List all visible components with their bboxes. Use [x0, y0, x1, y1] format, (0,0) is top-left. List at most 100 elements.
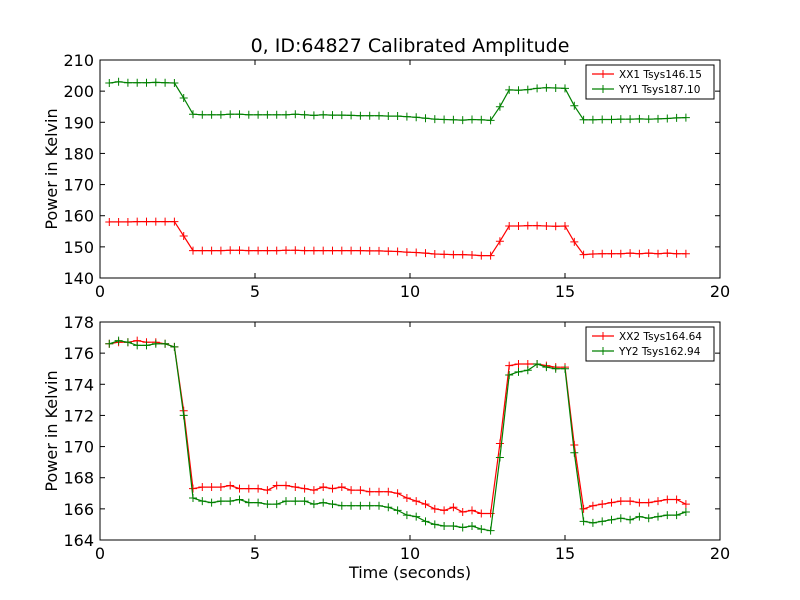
data-point	[505, 221, 514, 230]
data-point	[654, 497, 662, 506]
data-point	[468, 115, 476, 124]
data-point	[179, 411, 188, 420]
data-point	[421, 114, 430, 123]
data-point	[412, 248, 421, 257]
y-tick-label: 200	[63, 82, 94, 101]
data-point	[458, 523, 467, 532]
data-point	[421, 500, 430, 509]
data-point	[514, 221, 523, 230]
data-point	[468, 521, 476, 530]
data-point	[216, 497, 225, 506]
y-tick-label: 170	[63, 176, 94, 195]
data-point	[123, 78, 132, 87]
data-point	[133, 78, 142, 87]
data-point	[365, 487, 374, 496]
data-point	[161, 78, 170, 87]
data-point	[598, 115, 607, 124]
data-point	[561, 221, 569, 230]
data-point	[356, 501, 365, 510]
data-point	[477, 251, 486, 260]
data-point	[105, 339, 114, 348]
data-point	[644, 249, 653, 258]
data-point	[495, 237, 504, 246]
data-point	[365, 246, 374, 255]
x-tick-label: 5	[250, 282, 260, 301]
data-point	[309, 500, 318, 509]
data-point	[635, 249, 644, 258]
data-point	[356, 486, 365, 495]
y-tick-label: 164	[63, 531, 94, 550]
data-point	[635, 512, 644, 521]
y-tick-label: 180	[63, 144, 94, 163]
data-point	[235, 495, 244, 504]
data-point	[663, 511, 672, 520]
data-point	[300, 497, 309, 506]
data-point	[458, 507, 467, 516]
data-point	[328, 500, 337, 509]
data-point	[133, 217, 142, 226]
data-point	[663, 495, 672, 504]
data-point	[551, 364, 560, 373]
data-point	[449, 115, 458, 124]
data-point	[412, 113, 421, 122]
data-point	[254, 110, 263, 119]
data-point	[170, 342, 179, 351]
legend-marker	[599, 347, 607, 355]
y-tick-label: 210	[63, 51, 94, 70]
data-point	[588, 518, 597, 527]
data-point	[598, 517, 607, 526]
data-point	[514, 367, 523, 376]
data-point	[319, 246, 328, 255]
data-point	[505, 85, 514, 94]
data-point	[421, 517, 430, 526]
data-point	[393, 247, 402, 256]
data-point	[375, 487, 383, 496]
data-point	[616, 514, 625, 523]
data-point	[654, 114, 662, 123]
legend-box	[585, 326, 715, 362]
data-point	[672, 511, 681, 520]
data-point	[607, 115, 616, 124]
y-axis-label: Power in Kelvin	[42, 108, 61, 229]
data-point	[114, 336, 123, 345]
data-point	[533, 84, 542, 93]
data-point	[347, 246, 356, 255]
data-point	[142, 78, 151, 87]
data-point	[505, 370, 514, 379]
data-point	[644, 498, 653, 507]
data-point	[226, 110, 235, 119]
x-tick-label: 0	[95, 544, 105, 563]
data-point	[347, 486, 356, 495]
data-point	[347, 111, 356, 120]
data-point	[607, 515, 616, 524]
data-point	[430, 520, 439, 529]
data-point	[542, 363, 551, 372]
data-point	[244, 110, 253, 119]
x-tick-label: 20	[710, 282, 730, 301]
data-point	[468, 250, 476, 259]
data-point	[495, 102, 504, 111]
data-point	[142, 217, 151, 226]
data-point	[142, 341, 151, 350]
data-point	[328, 484, 337, 493]
data-point	[588, 115, 597, 124]
data-point	[123, 338, 132, 347]
data-point	[570, 237, 579, 246]
data-point	[616, 115, 625, 124]
data-point	[644, 115, 653, 124]
data-point	[365, 501, 374, 510]
x-tick-label: 10	[400, 544, 420, 563]
data-point	[430, 250, 439, 259]
data-point	[244, 498, 253, 507]
y-tick-label: 176	[63, 344, 94, 363]
y-tick-label: 160	[63, 207, 94, 226]
data-point	[216, 483, 225, 492]
x-tick-label: 5	[250, 544, 260, 563]
data-point	[412, 497, 421, 506]
data-point	[300, 110, 309, 119]
data-point	[133, 341, 142, 350]
data-point	[347, 501, 356, 510]
data-point	[319, 483, 328, 492]
data-point	[105, 217, 114, 226]
data-point	[626, 515, 635, 524]
